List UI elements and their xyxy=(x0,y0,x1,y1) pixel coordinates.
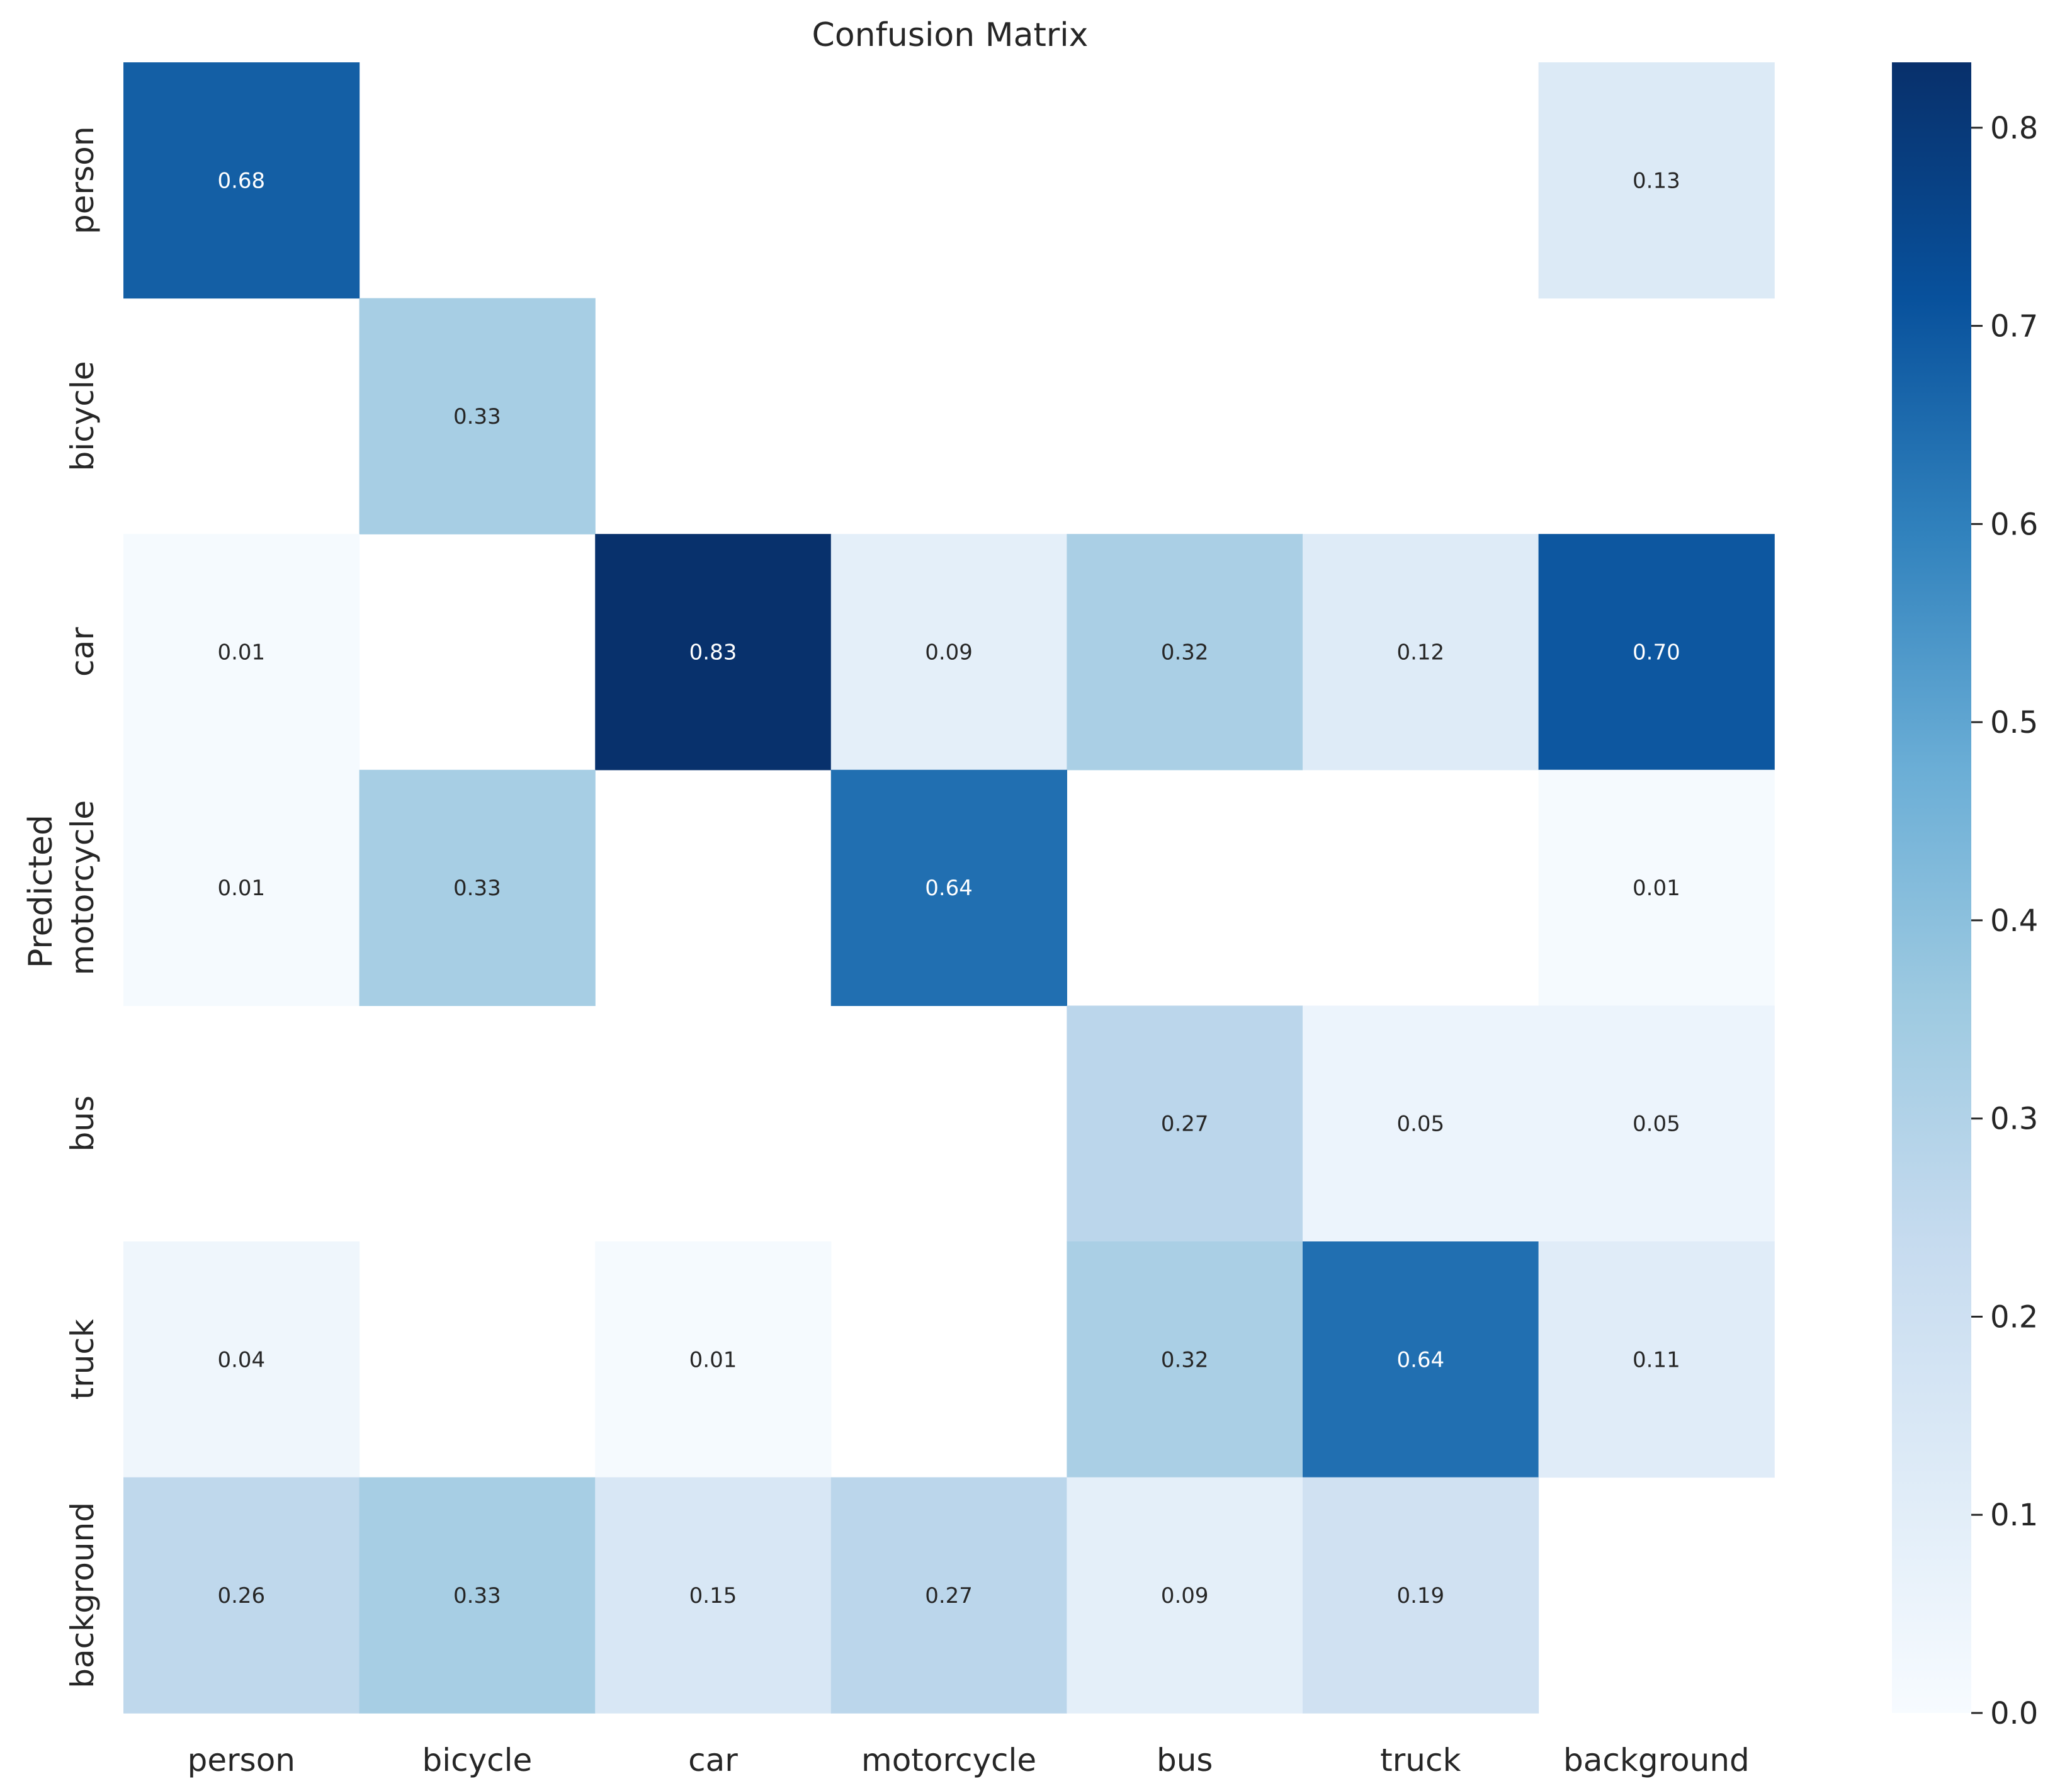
y-tick-label-motorcycle: motorcycle xyxy=(64,800,101,975)
heatmap-cell-background-person xyxy=(123,1477,360,1714)
x-tick-label-car: car xyxy=(688,1742,738,1778)
heatmap-cell-car-person xyxy=(123,534,360,771)
heatmap-cell-car-bus xyxy=(1067,534,1303,771)
cell-value-label: 0.70 xyxy=(1633,640,1680,665)
y-tick-label-person: person xyxy=(64,127,101,234)
heatmap-cell-person-person xyxy=(123,62,360,299)
cell-value-label: 0.01 xyxy=(689,1347,737,1372)
colorbar-tick-label: 0.6 xyxy=(1990,507,2038,542)
heatmap-cell-background-motorcycle xyxy=(830,1477,1067,1714)
heatmap-cells: 0.68 0.13 0.33 0.01 0.83 0.09 0.32 0.12 0.70 0.01… xyxy=(123,62,1775,1714)
chart-title: Confusion Matrix xyxy=(812,16,1089,54)
heatmap-cell-motorcycle-person xyxy=(123,769,360,1006)
y-axis-label: Predicted xyxy=(22,815,60,968)
cell-value-label: 0.33 xyxy=(453,404,501,429)
cell-value-label: 0.32 xyxy=(1161,640,1209,665)
y-tick-label-truck: truck xyxy=(64,1319,101,1399)
colorbar-gradient xyxy=(1892,62,1971,1713)
cell-value-label: 0.13 xyxy=(1633,168,1680,193)
y-tick-labels: person bicycle car motorcycle bus truck backgr… xyxy=(64,127,101,1688)
colorbar-tick-label: 0.7 xyxy=(1990,309,2038,344)
heatmap-cell-car-motorcycle xyxy=(830,534,1067,771)
colorbar-tick-label: 0.4 xyxy=(1990,903,2038,939)
y-tick-label-car: car xyxy=(64,627,101,677)
heatmap-cell-car-car xyxy=(595,534,832,771)
cell-value-label: 0.04 xyxy=(217,1347,265,1372)
x-tick-label-motorcycle: motorcycle xyxy=(861,1742,1036,1778)
y-tick-label-background: background xyxy=(64,1502,101,1688)
cell-value-label: 0.27 xyxy=(925,1583,973,1608)
cell-value-label: 0.68 xyxy=(217,168,265,193)
heatmap-cell-bus-bus xyxy=(1067,1005,1303,1242)
heatmap-cell-background-bus xyxy=(1067,1477,1303,1714)
cell-value-label: 0.01 xyxy=(217,640,265,665)
cell-value-label: 0.26 xyxy=(217,1583,265,1608)
cell-value-label: 0.09 xyxy=(1161,1583,1209,1608)
cell-value-label: 0.05 xyxy=(1633,1112,1680,1137)
heatmap-cell-bus-truck xyxy=(1303,1005,1539,1242)
cell-value-label: 0.01 xyxy=(1633,876,1680,901)
heatmap-cell-motorcycle-background xyxy=(1538,769,1775,1006)
cell-value-label: 0.33 xyxy=(453,1583,501,1608)
x-tick-label-bus: bus xyxy=(1157,1742,1213,1778)
heatmap-cell-background-bicycle xyxy=(359,1477,596,1714)
colorbar-tick-label: 0.8 xyxy=(1990,111,2038,146)
cell-value-label: 0.01 xyxy=(217,876,265,901)
heatmap-cell-truck-bus xyxy=(1067,1241,1303,1478)
x-tick-label-truck: truck xyxy=(1380,1742,1461,1778)
x-tick-label-bicycle: bicycle xyxy=(422,1742,532,1778)
cell-value-label: 0.05 xyxy=(1396,1112,1444,1137)
cell-value-label: 0.64 xyxy=(1396,1347,1444,1372)
heatmap-cell-motorcycle-motorcycle xyxy=(830,769,1067,1006)
x-tick-labels: person bicycle car motorcycle bus truck backgr… xyxy=(188,1742,1750,1778)
cell-value-label: 0.09 xyxy=(925,640,973,665)
cell-value-label: 0.15 xyxy=(689,1583,737,1608)
cell-value-label: 0.12 xyxy=(1396,640,1444,665)
cell-value-label: 0.64 xyxy=(925,876,973,901)
colorbar: 0.0 0.1 0.2 0.3 0.4 0.5 0.6 0.7 0.8 xyxy=(1892,62,2038,1731)
colorbar-tick-label: 0.2 xyxy=(1990,1299,2038,1335)
colorbar-tick-label: 0.0 xyxy=(1990,1696,2038,1731)
heatmap-cell-background-car xyxy=(595,1477,832,1714)
colorbar-tick-label: 0.3 xyxy=(1990,1102,2038,1137)
heatmap-cell-car-background xyxy=(1538,534,1775,771)
cell-value-label: 0.11 xyxy=(1633,1347,1680,1372)
heatmap-cell-truck-person xyxy=(123,1241,360,1478)
cell-value-label: 0.33 xyxy=(453,876,501,901)
colorbar-tick-label: 0.5 xyxy=(1990,705,2038,740)
heatmap-cell-bus-background xyxy=(1538,1005,1775,1242)
heatmap-cell-motorcycle-bicycle xyxy=(359,769,596,1006)
y-tick-label-bus: bus xyxy=(64,1095,101,1151)
heatmap-cell-truck-background xyxy=(1538,1241,1775,1478)
heatmap-cell-background-truck xyxy=(1303,1477,1539,1714)
heatmap-cell-person-background xyxy=(1538,62,1775,299)
cell-value-label: 0.83 xyxy=(689,640,737,665)
cell-value-label: 0.27 xyxy=(1161,1112,1209,1137)
x-tick-label-person: person xyxy=(188,1742,295,1778)
colorbar-tick-label: 0.1 xyxy=(1990,1498,2038,1533)
heatmap-cell-bicycle-bicycle xyxy=(359,298,596,534)
heatmap-cell-truck-truck xyxy=(1303,1241,1539,1478)
x-tick-label-background: background xyxy=(1563,1742,1750,1778)
y-tick-label-bicycle: bicycle xyxy=(64,361,101,471)
cell-value-label: 0.19 xyxy=(1396,1583,1444,1608)
cell-value-label: 0.32 xyxy=(1161,1347,1209,1372)
heatmap-cell-truck-car xyxy=(595,1241,832,1478)
heatmap-cell-car-truck xyxy=(1303,534,1539,771)
